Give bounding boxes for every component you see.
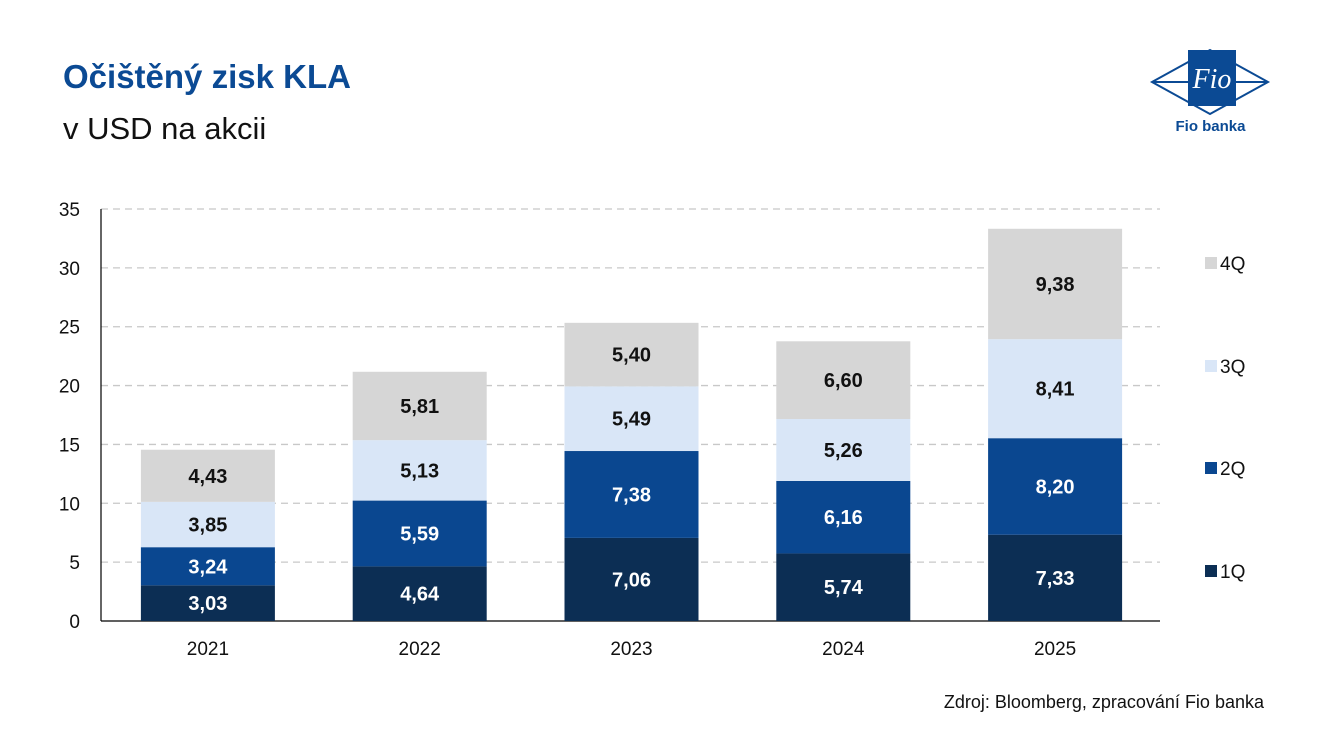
bar-labels: 3,03 3,24 3,85 4,43 4,64 5,59 5,13 5,81 7,06 7,38… bbox=[188, 274, 1074, 615]
bar-segment-3q-2024 bbox=[776, 419, 911, 481]
fio-banka-logo: Fio bbox=[1149, 48, 1271, 116]
data-label: 7,33 bbox=[1036, 568, 1075, 590]
bar-segment-2q-2024 bbox=[776, 480, 911, 554]
y-tick-label: 5 bbox=[69, 553, 80, 574]
x-tick-label: 2022 bbox=[399, 639, 441, 660]
data-label: 4,64 bbox=[400, 584, 440, 606]
bars bbox=[140, 228, 1123, 621]
data-label: 3,85 bbox=[188, 515, 227, 537]
chart-title: Očištěný zisk KLA bbox=[63, 58, 351, 95]
logo-mark-text: Fio bbox=[1192, 64, 1232, 95]
data-label: 5,74 bbox=[824, 577, 864, 599]
bar-segment-3q-2023 bbox=[564, 386, 699, 452]
y-tick-label: 35 bbox=[59, 200, 80, 221]
bar-segment-2q-2022 bbox=[352, 500, 487, 567]
y-tick-label: 20 bbox=[59, 377, 80, 398]
data-label: 5,49 bbox=[612, 409, 651, 431]
bar-segment-3q-2022 bbox=[352, 440, 487, 501]
chart-subtitle: v USD na akcii bbox=[63, 111, 267, 146]
data-label: 5,81 bbox=[400, 396, 439, 418]
y-tick-label: 15 bbox=[59, 435, 80, 456]
bar-segment-3q-2021 bbox=[140, 501, 275, 548]
y-tick-label: 0 bbox=[69, 612, 80, 633]
data-label: 7,38 bbox=[612, 484, 651, 506]
legend-label: 2Q bbox=[1220, 459, 1245, 480]
data-label: 8,20 bbox=[1036, 476, 1075, 498]
data-label: 7,06 bbox=[612, 569, 651, 591]
bar-segment-1q-2024 bbox=[776, 553, 911, 621]
source-note: Zdroj: Bloomberg, zpracování Fio banka bbox=[943, 692, 1264, 712]
data-label: 5,26 bbox=[824, 440, 863, 462]
data-label: 6,16 bbox=[824, 507, 863, 529]
bar-segment-1q-2022 bbox=[352, 566, 487, 621]
x-tick-label: 2024 bbox=[822, 639, 865, 660]
y-tick-label: 10 bbox=[59, 494, 80, 515]
data-label: 3,03 bbox=[188, 593, 227, 615]
legend-swatch-2q bbox=[1205, 462, 1217, 474]
legend-label: 3Q bbox=[1220, 357, 1245, 378]
data-label: 5,59 bbox=[400, 523, 439, 545]
data-label: 4,43 bbox=[188, 466, 227, 488]
data-label: 3,24 bbox=[188, 556, 228, 578]
data-label: 5,13 bbox=[400, 460, 439, 482]
bar-segment-2q-2025 bbox=[988, 438, 1123, 535]
bar-segment-4q-2024 bbox=[776, 341, 911, 420]
x-tick-label: 2023 bbox=[610, 639, 652, 660]
data-label: 6,60 bbox=[824, 370, 863, 392]
bar-segment-1q-2023 bbox=[564, 537, 699, 621]
legend-swatch-3q bbox=[1205, 360, 1217, 372]
y-tick-label: 30 bbox=[59, 259, 80, 280]
bar-segment-4q-2022 bbox=[352, 371, 487, 441]
legend-swatch-1q bbox=[1205, 565, 1217, 577]
bar-segment-4q-2021 bbox=[140, 449, 275, 502]
legend-label: 1Q bbox=[1220, 562, 1245, 583]
bar-segment-4q-2023 bbox=[564, 322, 699, 387]
bar-segment-3q-2025 bbox=[988, 339, 1123, 439]
logo-text: Fio banka bbox=[1175, 118, 1246, 135]
bar-segment-1q-2021 bbox=[140, 585, 275, 621]
legend: 4Q 3Q 2Q 1Q bbox=[1205, 254, 1245, 583]
data-label: 8,41 bbox=[1036, 379, 1075, 401]
y-tick-label: 25 bbox=[59, 318, 80, 339]
data-label: 9,38 bbox=[1036, 274, 1075, 296]
data-label: 5,40 bbox=[612, 345, 651, 367]
bar-segment-1q-2025 bbox=[988, 534, 1123, 621]
legend-label: 4Q bbox=[1220, 254, 1245, 275]
bar-segment-4q-2025 bbox=[988, 228, 1123, 340]
x-tick-label: 2025 bbox=[1034, 639, 1076, 660]
bar-segment-2q-2021 bbox=[140, 547, 275, 586]
bar-segment-2q-2023 bbox=[564, 451, 699, 538]
x-tick-label: 2021 bbox=[187, 639, 229, 660]
legend-swatch-4q bbox=[1205, 257, 1217, 269]
